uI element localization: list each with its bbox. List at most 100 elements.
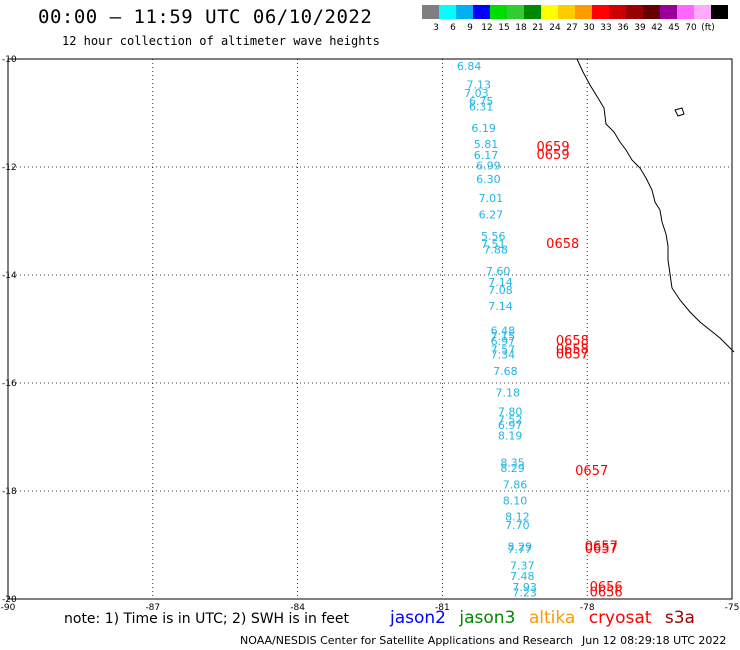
colorbar-label: 36 bbox=[617, 23, 629, 33]
colorbar-label: 15 bbox=[498, 23, 509, 33]
swh-value-label: 7.60 bbox=[486, 265, 511, 278]
grid-lines bbox=[8, 59, 732, 599]
swh-value-label: 6.30 bbox=[476, 173, 501, 186]
island-outline bbox=[674, 107, 685, 117]
swh-value-label: 7.88 bbox=[483, 243, 508, 256]
colorbar-swatch bbox=[473, 5, 490, 19]
swh-value-label: 7.51 bbox=[481, 238, 506, 251]
lon-tick-label: -87 bbox=[145, 603, 160, 613]
pass-time-label: 0656 bbox=[590, 585, 623, 600]
swh-value-label: 8.19 bbox=[498, 430, 523, 443]
colorbar-label: 21 bbox=[532, 23, 543, 33]
swh-value-label: 7.93 bbox=[512, 581, 537, 594]
colorbar-label: 30 bbox=[583, 23, 595, 33]
pass-time-label: 0659 bbox=[537, 140, 570, 155]
colorbar-swatch bbox=[507, 5, 524, 19]
colorbar-swatch bbox=[558, 5, 575, 19]
swh-value-label: 6.97 bbox=[498, 419, 523, 432]
swh-value-label: 8.29 bbox=[508, 540, 533, 553]
colorbar-label: 9 bbox=[467, 23, 473, 33]
pass-time-label: 0657 bbox=[585, 542, 618, 557]
colorbar-swatch bbox=[711, 5, 728, 19]
swh-value-label: 8.10 bbox=[503, 495, 528, 508]
swh-value-label: 7.86 bbox=[503, 478, 528, 491]
swh-value-label: 8.29 bbox=[500, 462, 525, 475]
swh-value-label: 8.35 bbox=[500, 457, 525, 470]
pass-time-label: 0658 bbox=[556, 342, 589, 357]
swh-value-label: 7.80 bbox=[498, 405, 523, 418]
swh-value-label: 7.70 bbox=[505, 519, 530, 532]
lat-tick-label: -20 bbox=[2, 595, 17, 605]
colorbar-swatch bbox=[626, 5, 643, 19]
note-text: note: 1) Time is in UTC; 2) SWH is in fe… bbox=[64, 611, 350, 627]
colorbar-swatch bbox=[439, 5, 456, 19]
axis-tick-labels: -10 -12 -14 -16 -18 -20-90 -87 -84 -81 -78 -75 bbox=[1, 55, 740, 613]
lon-tick-label: -84 bbox=[290, 603, 305, 613]
colorbar-swatch bbox=[592, 5, 609, 19]
swh-value-label: 7.13 bbox=[467, 79, 492, 92]
swh-value-label: 7.48 bbox=[510, 570, 535, 583]
colorbar-label: 27 bbox=[566, 23, 577, 33]
lat-tick-label: -14 bbox=[2, 271, 17, 281]
swh-value-label: 7.57 bbox=[491, 343, 515, 356]
lon-tick-label: -90 bbox=[1, 603, 16, 613]
legend-s3a: s3a bbox=[664, 608, 695, 628]
legend-altika: altika bbox=[528, 608, 576, 628]
legend-cryosat: cryosat bbox=[588, 608, 652, 628]
colorbar-swatch bbox=[609, 5, 626, 19]
colorbar-swatch bbox=[524, 5, 541, 19]
swh-value-label: 6.19 bbox=[471, 122, 496, 135]
swh-value-label: 7.14 bbox=[488, 276, 512, 289]
map-subtitle: 12 hour collection of altimeter wave hei… bbox=[62, 34, 380, 48]
pass-time-label: 0657 bbox=[556, 348, 589, 363]
swh-value-label: 6.97 bbox=[491, 335, 515, 348]
colorbar-label: 18 bbox=[515, 23, 527, 33]
swh-value-label: 6.17 bbox=[474, 149, 499, 162]
footer-timestamp: Jun 12 08:29:18 UTC 2022 bbox=[582, 634, 727, 647]
satellite-legend: jason2 jason3 altika cryosat s3a bbox=[390, 608, 703, 628]
swh-value-label: 7.08 bbox=[488, 284, 512, 297]
colorbar-label: 39 bbox=[634, 23, 646, 33]
map-title: 00:00 – 11:59 UTC 06/10/2022 bbox=[38, 6, 373, 28]
swh-value-label: 5.56 bbox=[481, 230, 506, 243]
colorbar-swatch bbox=[694, 5, 711, 19]
pass-time-label: 0659 bbox=[537, 148, 570, 163]
lat-tick-label: -12 bbox=[2, 163, 17, 173]
swh-value-label: 6.99 bbox=[476, 160, 501, 173]
pass-time-labels: 0659065906580658065806570657065706570656… bbox=[537, 140, 623, 600]
legend-jason2: jason2 bbox=[390, 608, 446, 628]
colorbar-swatch bbox=[422, 5, 439, 19]
swh-value-label: 7.23 bbox=[512, 586, 537, 599]
swh-value-label: 7.15 bbox=[491, 330, 515, 343]
map-frame bbox=[7, 58, 733, 600]
colorbar-label: 24 bbox=[549, 23, 561, 33]
swh-value-label: 6.31 bbox=[469, 100, 494, 113]
swh-value-label: 8.12 bbox=[505, 511, 530, 524]
pass-time-label: 0658 bbox=[556, 334, 589, 349]
swh-value-label: 7.14 bbox=[488, 300, 512, 313]
colorbar-swatch bbox=[575, 5, 592, 19]
colorbar-label: 33 bbox=[600, 23, 611, 33]
lat-tick-label: -18 bbox=[2, 487, 17, 497]
pass-time-label: 0658 bbox=[546, 237, 579, 252]
swh-value-label: 7.34 bbox=[491, 349, 515, 362]
colorbar-swatch bbox=[490, 5, 507, 19]
pass-time-label: 0657 bbox=[575, 464, 608, 479]
swh-value-label: 6.75 bbox=[469, 95, 494, 108]
wave-height-labels: 6.84 7.137.036.756.31 6.19 5.816.176.996.30… bbox=[457, 60, 537, 599]
footer-credit: NOAA/NESDIS Center for Satellite Applica… bbox=[240, 634, 574, 647]
colorbar-swatch bbox=[643, 5, 660, 19]
colorbar-label: 6 bbox=[450, 23, 456, 33]
colorbar-label: 70 bbox=[685, 23, 697, 33]
colorbar-label: (ft) bbox=[701, 23, 715, 33]
pass-time-label: 0657 bbox=[585, 539, 618, 554]
swh-value-label: 6.48 bbox=[491, 324, 515, 337]
colorbar-label: 3 bbox=[433, 23, 439, 33]
swh-value-label: 7.77 bbox=[508, 543, 533, 556]
colorbar-swatch bbox=[677, 5, 694, 19]
lon-tick-label: -81 bbox=[435, 603, 450, 613]
swh-value-label: 7.37 bbox=[510, 559, 535, 572]
swh-value-label: 7.52 bbox=[498, 414, 523, 427]
lon-tick-label: -78 bbox=[580, 603, 595, 613]
